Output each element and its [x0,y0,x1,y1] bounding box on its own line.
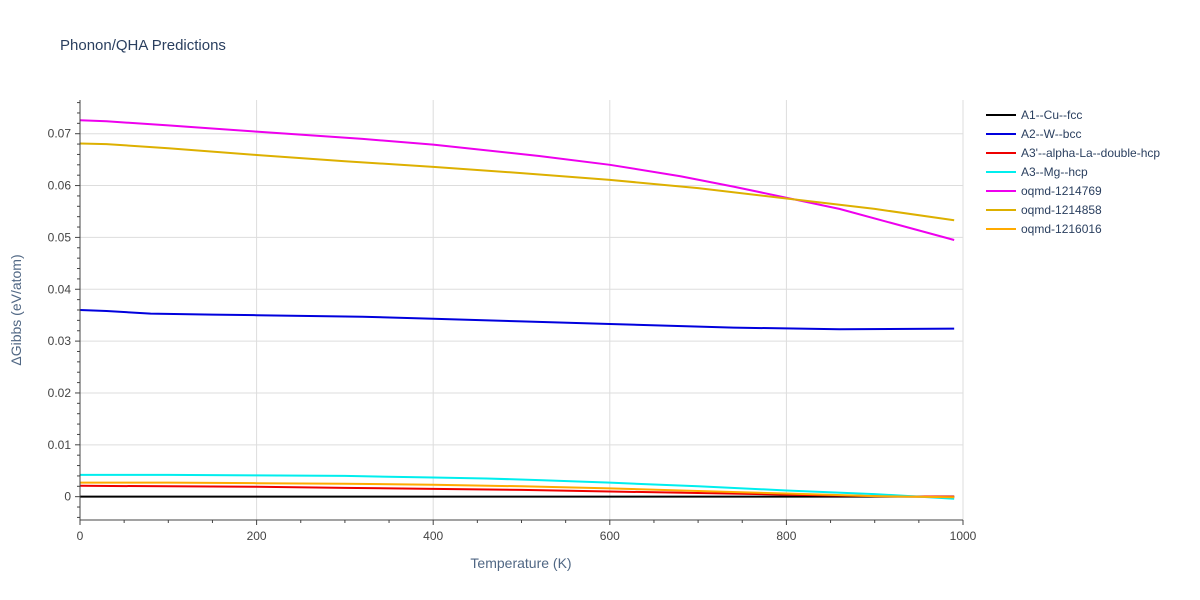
y-tick-label: 0.03 [48,334,72,348]
legend-item-a3-alpha-la-double-hcp[interactable]: A3'--alpha-La--double-hcp [986,146,1160,160]
legend-item-oqmd-1214858[interactable]: oqmd-1214858 [986,203,1102,217]
y-tick-label: 0 [64,490,71,504]
legend-item-a3-mg-hcp[interactable]: A3--Mg--hcp [986,165,1088,179]
y-axis-title: ΔGibbs (eV/atom) [8,254,24,365]
legend[interactable]: A1--Cu--fcc A2--W--bcc A3'--alpha-La--doub… [986,108,1160,236]
axes: 0 200 400 600 800 1000 0 0.01 0.02 0.03 0.04 0.05 0.… [48,100,977,543]
legend-label: A2--W--bcc [1021,127,1081,141]
legend-label: oqmd-1214769 [1021,184,1102,198]
x-tick-label: 200 [247,529,267,543]
legend-item-a2-w-bcc[interactable]: A2--W--bcc [986,127,1081,141]
legend-label: A3'--alpha-La--double-hcp [1021,146,1160,160]
series-line-a2-w-bcc [79,309,955,331]
series-layer [79,119,955,500]
series-line-oqmd-1214858 [79,142,955,222]
x-tick-label: 1000 [950,529,977,543]
x-tick-label: 400 [423,529,443,543]
x-tick-label: 0 [77,529,84,543]
y-tick-label: 0.02 [48,386,72,400]
legend-label: oqmd-1216016 [1021,222,1102,236]
grid-lines [80,100,964,520]
legend-item-oqmd-1214769[interactable]: oqmd-1214769 [986,184,1102,198]
chart-title: Phonon/QHA Predictions [60,37,226,54]
y-tick-label: 0.06 [48,179,72,193]
legend-label: oqmd-1214858 [1021,203,1102,217]
legend-item-a1-cu-fcc[interactable]: A1--Cu--fcc [986,108,1082,122]
x-axis-title: Temperature (K) [470,555,571,571]
legend-label: A3--Mg--hcp [1021,165,1088,179]
series-line-oqmd-1214769 [79,119,955,241]
y-tick-label: 0.01 [48,438,72,452]
x-tick-label: 600 [600,529,620,543]
series-line-oqmd-1216016 [80,481,955,499]
y-tick-label: 0.07 [48,127,72,141]
legend-item-oqmd-1216016[interactable]: oqmd-1216016 [986,222,1102,236]
series-line-a3-mg-hcp [80,473,955,500]
x-tick-label: 800 [776,529,796,543]
legend-label: A1--Cu--fcc [1021,108,1082,122]
y-tick-label: 0.05 [48,230,72,244]
y-tick-label: 0.04 [48,282,72,296]
